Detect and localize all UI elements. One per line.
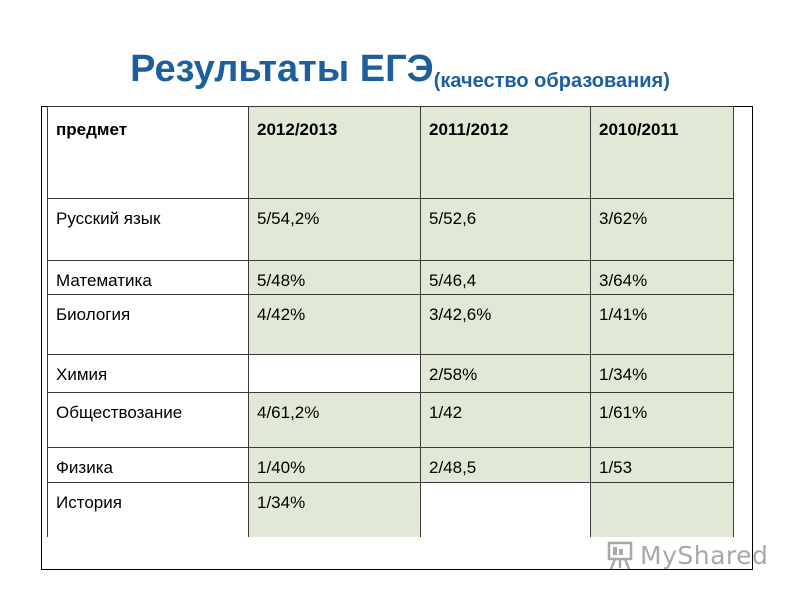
value-cell: 1/34%	[248, 482, 421, 537]
subject-cell: Химия	[47, 354, 249, 393]
value-cell: 1/53	[590, 447, 734, 483]
value-cell: 1/61%	[590, 392, 734, 448]
subject-cell: История	[47, 482, 249, 537]
title-main: Результаты ЕГЭ	[130, 48, 434, 90]
title-subtitle: (качество образования)	[433, 70, 670, 92]
value-cell: 3/64%	[590, 260, 734, 295]
value-cell: 1/40%	[248, 447, 421, 483]
header-cell-2010-2011: 2010/2011	[590, 106, 734, 199]
table-row: Физика 1/40% 2/48,5 1/53	[47, 447, 734, 483]
table-header-row: предмет 2012/2013 2011/2012 2010/2011	[47, 106, 734, 199]
subject-cell: Русский язык	[47, 198, 249, 261]
table-row: Химия 2/58% 1/34%	[47, 354, 734, 393]
subject-cell: Обществозание	[47, 392, 249, 448]
value-cell: 1/34%	[590, 354, 734, 393]
table-row: Обществозание 4/61,2% 1/42 1/61%	[47, 392, 734, 448]
myshared-logo-icon	[607, 541, 633, 570]
value-cell	[420, 482, 591, 537]
value-cell: 5/54,2%	[248, 198, 421, 261]
table-row: Русский язык 5/54,2% 5/52,6 3/62%	[47, 198, 734, 261]
value-cell: 2/48,5	[420, 447, 591, 483]
value-cell: 5/48%	[248, 260, 421, 295]
table-row: История 1/34%	[47, 482, 734, 537]
subject-cell: Математика	[47, 260, 249, 295]
value-cell: 1/42	[420, 392, 591, 448]
value-cell: 3/62%	[590, 198, 734, 261]
value-cell	[590, 482, 734, 537]
value-cell: 1/41%	[590, 294, 734, 355]
value-cell: 4/42%	[248, 294, 421, 355]
table-row: Математика 5/48% 5/46,4 3/64%	[47, 260, 734, 295]
results-table: предмет 2012/2013 2011/2012 2010/2011 Ру…	[47, 106, 734, 537]
value-cell: 4/61,2%	[248, 392, 421, 448]
value-cell: 3/42,6%	[420, 294, 591, 355]
value-cell	[248, 354, 421, 393]
header-cell-2011-2012: 2011/2012	[420, 106, 591, 199]
value-cell: 2/58%	[420, 354, 591, 393]
header-cell-subject: предмет	[47, 106, 249, 199]
table-row: Биология 4/42% 3/42,6% 1/41%	[47, 294, 734, 355]
subject-cell: Биология	[47, 294, 249, 355]
watermark-text: MyShared	[640, 540, 769, 570]
page-title: Результаты ЕГЭ(качество образования)	[0, 44, 800, 100]
subject-cell: Физика	[47, 447, 249, 483]
value-cell: 5/52,6	[420, 198, 591, 261]
value-cell: 5/46,4	[420, 260, 591, 295]
header-cell-2012-2013: 2012/2013	[248, 106, 421, 199]
myshared-watermark: MyShared	[606, 537, 768, 573]
